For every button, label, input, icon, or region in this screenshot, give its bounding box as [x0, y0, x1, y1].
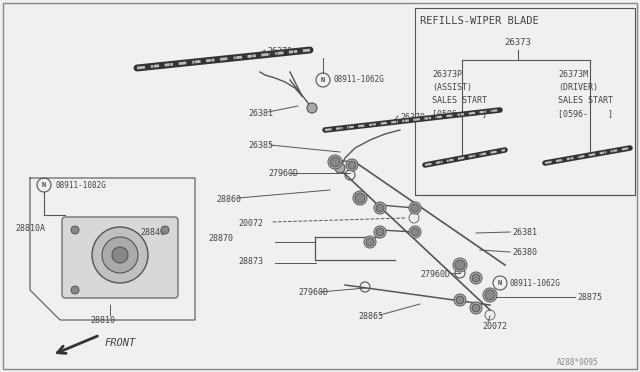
- Text: 28875: 28875: [577, 293, 602, 302]
- Circle shape: [353, 191, 367, 205]
- Circle shape: [411, 228, 419, 236]
- Circle shape: [335, 163, 345, 173]
- Circle shape: [102, 237, 138, 273]
- Text: 26385: 26385: [248, 141, 273, 150]
- Circle shape: [328, 155, 342, 169]
- Text: N: N: [42, 182, 46, 188]
- Bar: [415, 8, 635, 195]
- Circle shape: [71, 226, 79, 234]
- Circle shape: [470, 272, 482, 284]
- Circle shape: [374, 202, 386, 214]
- Text: SALES START: SALES START: [558, 96, 613, 105]
- Text: 20072: 20072: [238, 219, 263, 228]
- Text: SALES START: SALES START: [432, 96, 487, 105]
- Text: 26370: 26370: [267, 47, 292, 56]
- Circle shape: [348, 161, 356, 169]
- Text: [0596-    ]: [0596- ]: [558, 109, 613, 118]
- Text: 26381: 26381: [248, 109, 273, 118]
- Circle shape: [470, 302, 482, 314]
- Circle shape: [453, 258, 467, 272]
- Circle shape: [112, 247, 128, 263]
- Circle shape: [411, 204, 419, 212]
- Text: 28840: 28840: [140, 228, 165, 237]
- Circle shape: [92, 227, 148, 283]
- Circle shape: [71, 286, 79, 294]
- Text: 26373M: 26373M: [558, 70, 588, 79]
- Text: 28873: 28873: [238, 257, 263, 266]
- Text: 28810A: 28810A: [15, 224, 45, 233]
- Text: (DRIVER): (DRIVER): [558, 83, 598, 92]
- FancyBboxPatch shape: [62, 217, 178, 298]
- Text: 08911-1062G: 08911-1062G: [510, 279, 561, 288]
- Circle shape: [409, 226, 421, 238]
- Text: 08911-1082G: 08911-1082G: [55, 180, 106, 189]
- Text: 27960D: 27960D: [420, 270, 450, 279]
- Text: 28810: 28810: [90, 316, 115, 325]
- Text: (ASSIST): (ASSIST): [432, 83, 472, 92]
- Text: 28870: 28870: [208, 234, 233, 243]
- Circle shape: [483, 288, 497, 302]
- Text: A288*0095: A288*0095: [557, 358, 598, 367]
- Circle shape: [161, 226, 169, 234]
- Text: 08911-1062G: 08911-1062G: [333, 76, 384, 84]
- Circle shape: [485, 290, 495, 300]
- Circle shape: [472, 304, 480, 312]
- Text: 26381: 26381: [512, 228, 537, 237]
- Circle shape: [374, 226, 386, 238]
- Text: [0596-    ]: [0596- ]: [432, 109, 487, 118]
- Circle shape: [346, 159, 358, 171]
- Circle shape: [456, 296, 464, 304]
- Circle shape: [376, 228, 384, 236]
- Circle shape: [307, 103, 317, 113]
- Text: 26373: 26373: [504, 38, 531, 47]
- Text: N: N: [498, 280, 502, 286]
- Text: 26373P: 26373P: [432, 70, 462, 79]
- Text: 28865: 28865: [358, 312, 383, 321]
- Text: REFILLS-WIPER BLADE: REFILLS-WIPER BLADE: [420, 16, 539, 26]
- Text: 27960D: 27960D: [268, 169, 298, 178]
- Circle shape: [472, 274, 480, 282]
- Circle shape: [355, 193, 365, 203]
- Text: FRONT: FRONT: [105, 338, 136, 348]
- Circle shape: [366, 238, 374, 246]
- Circle shape: [455, 260, 465, 270]
- Text: N: N: [321, 77, 325, 83]
- Circle shape: [376, 204, 384, 212]
- Circle shape: [454, 294, 466, 306]
- Circle shape: [409, 202, 421, 214]
- Text: 27960D: 27960D: [298, 288, 328, 297]
- Circle shape: [330, 157, 340, 167]
- Text: 26370: 26370: [400, 113, 425, 122]
- Text: 20072: 20072: [482, 322, 507, 331]
- Circle shape: [364, 236, 376, 248]
- Text: 26380: 26380: [512, 248, 537, 257]
- Text: 28860: 28860: [216, 195, 241, 204]
